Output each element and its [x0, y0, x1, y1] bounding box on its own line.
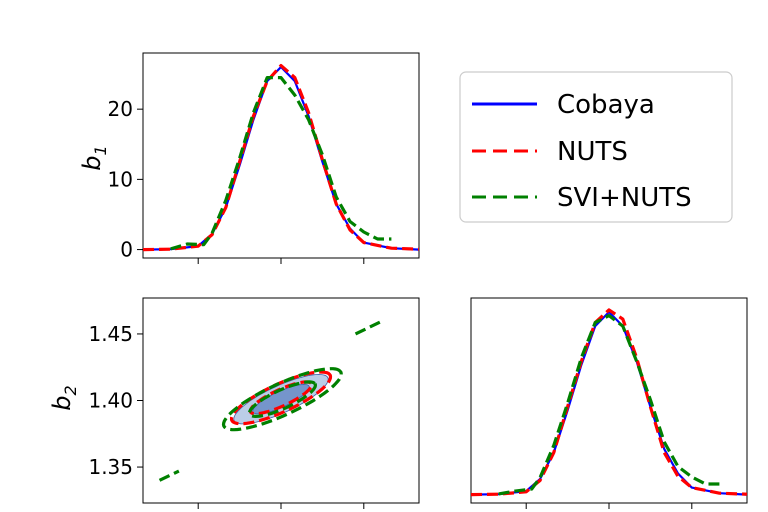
y-axis-label-sub: 2	[61, 385, 80, 395]
panel-b2-marginal	[470, 297, 748, 509]
y-tick-label: 20	[108, 97, 133, 121]
contour-svi-nuts-tail-0	[158, 469, 180, 482]
y-tick-label: 1.40	[88, 389, 133, 413]
contour-svi-nuts-95	[221, 367, 343, 432]
legend: Cobaya NUTS SVI+NUTS	[459, 71, 733, 223]
plot-frame	[470, 297, 748, 504]
y-tick-label: 10	[108, 167, 133, 191]
series-line-svi-nuts	[170, 76, 392, 251]
legend-entry-svi-nuts: SVI+NUTS	[472, 183, 692, 213]
legend-label-nuts: NUTS	[557, 137, 628, 167]
series-line-nuts	[143, 63, 419, 252]
contour-svi-nuts-tail-1	[354, 320, 382, 336]
contour-svi-nuts-68	[247, 380, 318, 419]
y-axis-label: b2	[48, 385, 80, 410]
legend-label-svi-nuts: SVI+NUTS	[557, 183, 692, 213]
legend-label-cobaya: Cobaya	[557, 90, 655, 120]
series-line-svi-nuts	[498, 314, 720, 496]
legend-entry-cobaya: Cobaya	[472, 90, 655, 120]
panel-b1-marginal: 0 10 20 b1	[78, 52, 420, 264]
y-axis-label-sub: 1	[91, 145, 110, 155]
series-line-cobaya	[143, 65, 419, 251]
y-tick-label: 1.35	[88, 455, 133, 479]
legend-entry-nuts: NUTS	[472, 137, 628, 167]
panel-b2-contour: 1.35 1.40 1.45 b2	[48, 297, 420, 509]
y-axis-label: b1	[78, 145, 110, 170]
y-tick-label: 0	[120, 238, 133, 262]
y-axis-label-main: b	[48, 395, 76, 410]
contour-nuts-95	[229, 370, 333, 426]
y-axis-label-main: b	[78, 155, 106, 170]
plot-frame	[142, 52, 420, 259]
legend-box	[459, 71, 733, 223]
y-tick-label: 1.45	[88, 322, 133, 346]
series-line-nuts	[471, 308, 747, 497]
series-line-cobaya	[471, 310, 747, 496]
